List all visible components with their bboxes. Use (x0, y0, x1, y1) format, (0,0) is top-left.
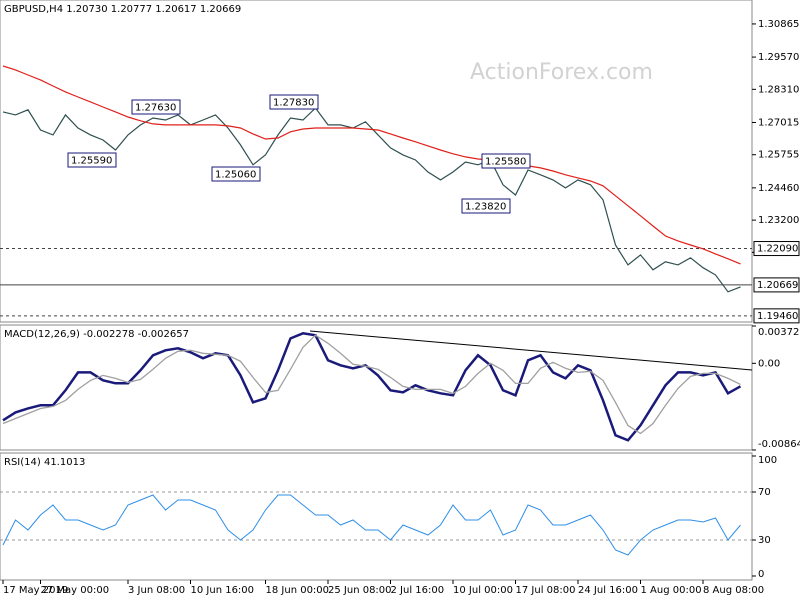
annotation: 1.27830 (273, 98, 314, 109)
annotation-box (211, 166, 261, 182)
series-line (2, 107, 741, 293)
annotation-box (131, 99, 181, 115)
y-tick-label: 30 (758, 535, 771, 546)
y-tick-label: 1.27015 (758, 117, 799, 128)
x-tick-label: 17 May 2019 (3, 585, 68, 596)
y-tick-label: 0.00 (758, 358, 780, 369)
annotation: 1.23820 (465, 202, 506, 213)
series-line (2, 332, 742, 442)
y-tick-label: 70 (758, 487, 771, 498)
y-tick-label: 1.30865 (758, 19, 799, 30)
x-tick-label: 3 Jun 08:00 (128, 585, 185, 596)
main-panel (0, 0, 753, 323)
series-line (2, 65, 741, 265)
x-tick-label: 1 Aug 00:00 (641, 585, 702, 596)
watermark: ActionForex.com (470, 60, 653, 85)
y-tick-label: 1.29570 (758, 52, 799, 63)
level-label: 1.19460 (757, 311, 798, 322)
annotation-box (461, 198, 511, 214)
y-tick-label: 0 (758, 569, 764, 580)
trend-line (309, 330, 753, 371)
level-label: 1.22090 (757, 244, 798, 255)
annotation: 1.25060 (215, 170, 256, 181)
level-box (753, 308, 800, 324)
level-label: 1.20669 (757, 280, 798, 291)
annotation: 1.27630 (135, 103, 176, 114)
x-tick-label: 27 May 00:00 (41, 585, 110, 596)
macd-title: MACD(12,26,9) -0.002278 -0.002657 (4, 329, 189, 340)
x-tick-label: 25 Jun 08:00 (328, 585, 392, 596)
y-tick-label: 1.24460 (758, 183, 799, 194)
series-line (2, 334, 741, 435)
level-box (753, 277, 800, 293)
annotation: 1.25580 (485, 157, 526, 168)
y-tick-label: 1.28310 (758, 84, 799, 95)
y-tick-label: 0.003722 (758, 327, 800, 338)
x-tick-label: 8 Aug 08:00 (703, 585, 764, 596)
main-title: GBPUSD,H4 1.20730 1.20777 1.20617 1.2066… (4, 4, 241, 15)
rsi-title: RSI(14) 41.1013 (4, 457, 85, 468)
annotation: 1.25590 (71, 156, 112, 167)
x-tick-label: 2 Jul 16:00 (391, 585, 445, 596)
annotation-box (269, 94, 319, 110)
x-tick-label: 10 Jul 00:00 (453, 585, 513, 596)
x-tick-label: 18 Jun 00:00 (266, 585, 330, 596)
x-tick-label: 24 Jul 16:00 (578, 585, 638, 596)
x-tick-label: 10 Jun 16:00 (191, 585, 255, 596)
rsi-panel (0, 452, 753, 581)
y-tick-label: 100 (758, 455, 777, 466)
y-tick-label: 1.23200 (758, 215, 799, 226)
y-tick-label: -0.008643 (758, 439, 800, 450)
macd-panel (0, 324, 753, 451)
level-box (753, 241, 800, 257)
annotation-box (67, 152, 117, 168)
x-tick-label: 17 Jul 08:00 (516, 585, 576, 596)
y-tick-label: 1.25755 (758, 150, 799, 161)
annotation-box (481, 153, 531, 169)
series-line (2, 494, 741, 556)
